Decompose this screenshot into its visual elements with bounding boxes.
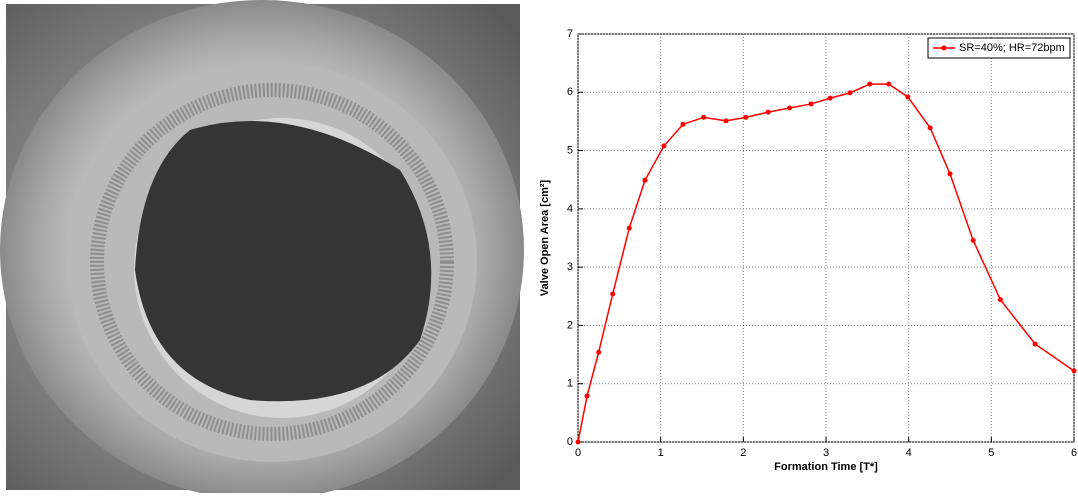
data-point (970, 237, 976, 243)
data-point (575, 439, 581, 445)
data-point (787, 105, 793, 111)
valve-photo (0, 0, 524, 498)
data-point (847, 90, 853, 96)
x-axis-label: Formation Time [T*] (774, 461, 878, 473)
y-tick-label: 2 (567, 319, 573, 331)
legend-marker (941, 45, 947, 51)
data-point (997, 297, 1003, 303)
x-tick-label: 3 (823, 447, 829, 459)
x-tick-label: 5 (988, 447, 994, 459)
data-point (827, 95, 833, 101)
y-tick-label: 0 (567, 436, 573, 448)
data-point (886, 81, 892, 87)
y-tick-label: 3 (567, 261, 573, 273)
data-point (626, 225, 632, 231)
data-point (610, 291, 616, 297)
data-point (905, 94, 911, 100)
data-point (680, 121, 686, 127)
data-point (947, 171, 953, 177)
x-tick-label: 2 (740, 447, 746, 459)
data-point (765, 109, 771, 115)
data-point (808, 101, 814, 107)
data-point (1071, 368, 1077, 374)
data-point (723, 118, 729, 124)
legend-box (927, 37, 1071, 59)
y-tick-label: 4 (567, 203, 573, 215)
data-point (661, 143, 667, 149)
x-tick-label: 0 (575, 447, 581, 459)
data-point (584, 393, 590, 399)
legend-label: SR=40%; HR=72bpm (959, 42, 1065, 54)
data-point (701, 114, 707, 120)
x-tick-label: 4 (906, 447, 912, 459)
x-tick-label: 1 (658, 447, 664, 459)
y-tick-label: 6 (567, 86, 573, 98)
data-point (1032, 341, 1038, 347)
data-point (867, 81, 873, 87)
data-point (743, 114, 749, 120)
x-tick-label: 6 (1071, 447, 1077, 459)
data-point (642, 177, 648, 183)
y-tick-label: 1 (567, 378, 573, 390)
data-point (927, 125, 933, 131)
y-tick-label: 7 (567, 28, 573, 40)
data-point (596, 349, 602, 355)
y-tick-label: 5 (567, 144, 573, 156)
y-axis-label: Valve Open Area [cm²] (539, 179, 551, 296)
